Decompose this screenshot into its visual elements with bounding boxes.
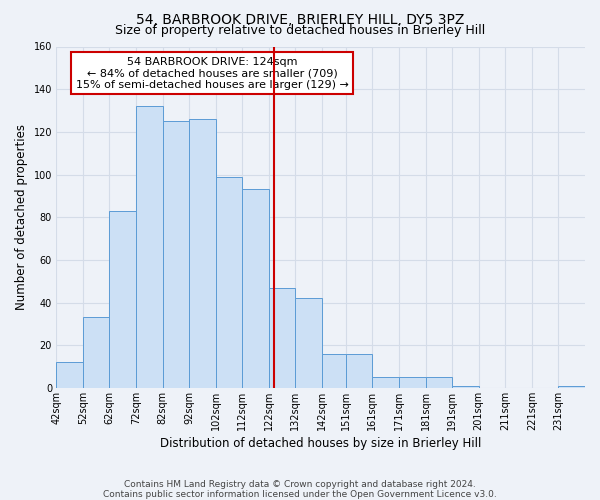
Text: Contains HM Land Registry data © Crown copyright and database right 2024.
Contai: Contains HM Land Registry data © Crown c… xyxy=(103,480,497,499)
Bar xyxy=(83,318,109,388)
Text: 54 BARBROOK DRIVE: 124sqm  
← 84% of detached houses are smaller (709)
15% of se: 54 BARBROOK DRIVE: 124sqm ← 84% of detac… xyxy=(76,56,349,90)
Bar xyxy=(373,377,399,388)
Bar xyxy=(215,176,242,388)
Bar xyxy=(295,298,322,388)
Bar xyxy=(399,377,425,388)
Y-axis label: Number of detached properties: Number of detached properties xyxy=(15,124,28,310)
Bar xyxy=(163,121,189,388)
Bar xyxy=(269,288,295,388)
Bar xyxy=(136,106,163,388)
Bar xyxy=(322,354,346,388)
Bar xyxy=(109,211,136,388)
Bar xyxy=(189,119,215,388)
Bar xyxy=(56,362,83,388)
Bar xyxy=(559,386,585,388)
Bar xyxy=(425,377,452,388)
Bar xyxy=(242,190,269,388)
Text: Size of property relative to detached houses in Brierley Hill: Size of property relative to detached ho… xyxy=(115,24,485,37)
Bar xyxy=(452,386,479,388)
Text: 54, BARBROOK DRIVE, BRIERLEY HILL, DY5 3PZ: 54, BARBROOK DRIVE, BRIERLEY HILL, DY5 3… xyxy=(136,12,464,26)
X-axis label: Distribution of detached houses by size in Brierley Hill: Distribution of detached houses by size … xyxy=(160,437,481,450)
Bar xyxy=(346,354,373,388)
